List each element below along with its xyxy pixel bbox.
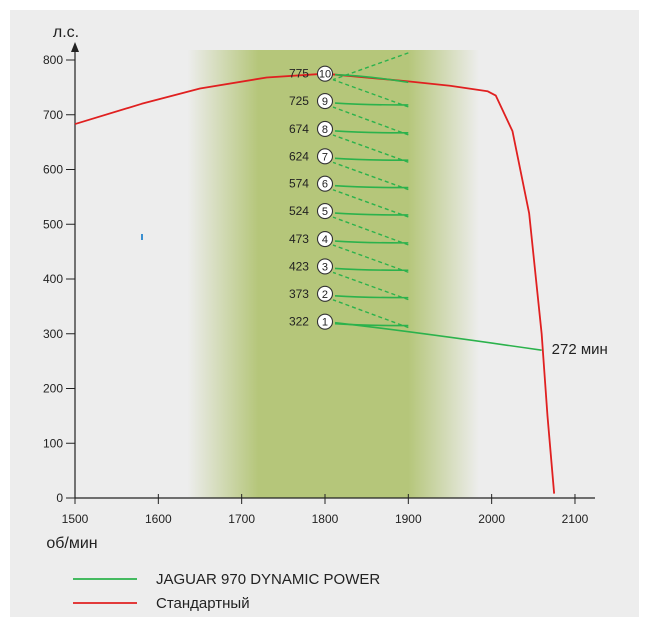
gear-power-value: 423 xyxy=(289,259,309,273)
standard-curve xyxy=(74,72,556,494)
gear-circle xyxy=(316,285,334,302)
gear-solid-line xyxy=(334,130,409,134)
gear-shift-dashed xyxy=(332,134,409,163)
y-tick-label: 200 xyxy=(43,382,63,396)
gear-solid-line xyxy=(334,212,409,216)
gear-power-value: 775 xyxy=(289,67,309,81)
gear-power-value: 574 xyxy=(289,177,309,191)
gear-circle xyxy=(316,230,334,248)
gear-shift-dashed xyxy=(332,216,409,246)
y-axis-arrow xyxy=(71,42,79,52)
gear-shift-dashed xyxy=(332,106,409,136)
gear-solid-line xyxy=(334,102,409,106)
gear-number: 2 xyxy=(322,289,328,301)
chart-panel: 0 100 200 300 400 500 600 700 800 1500 1600 1700 180… xyxy=(10,10,639,617)
gear-number: 4 xyxy=(322,234,328,246)
gear-power-value: 624 xyxy=(289,149,309,163)
gear-circle xyxy=(316,93,334,110)
gear-power-value: 524 xyxy=(289,204,309,218)
gear-circle xyxy=(316,148,334,165)
x-tick-label: 1600 xyxy=(145,512,172,526)
gear-power-value: 322 xyxy=(289,315,309,329)
x-tick-label: 1800 xyxy=(312,512,339,526)
gear-shift-dashed xyxy=(332,271,409,301)
gear-solid-line xyxy=(334,73,409,84)
gear-shift-dashed xyxy=(332,299,409,329)
gear-number: 10 xyxy=(319,69,331,81)
gear-circle xyxy=(316,175,334,192)
x-tick-label: 1900 xyxy=(395,512,422,526)
gear-shift-dashed xyxy=(332,189,409,218)
gear-solid-line xyxy=(334,157,409,162)
rpm-annotation: 272 мин xyxy=(552,341,608,358)
gear-solid-line xyxy=(334,240,409,244)
gear-number: 9 xyxy=(322,96,328,108)
y-tick-label: 500 xyxy=(43,217,63,231)
gear-solid-line xyxy=(334,294,409,299)
gear-shift-dashed xyxy=(332,52,409,81)
x-tick-label: 1500 xyxy=(62,512,89,526)
operating-band xyxy=(187,50,480,498)
gear-number: 8 xyxy=(322,124,328,136)
gear-power-value: 473 xyxy=(289,232,309,246)
gear-solid-line xyxy=(334,184,409,189)
gear-power-value: 373 xyxy=(289,287,309,301)
y-tick-label: 700 xyxy=(43,108,63,122)
y-tick-label: 600 xyxy=(43,163,63,177)
x-tick-label: 2100 xyxy=(562,512,589,526)
gear-circle xyxy=(316,120,334,138)
gear-1-long-line xyxy=(334,321,542,351)
gear-power-value: 725 xyxy=(289,94,309,108)
y-tick-label: 400 xyxy=(43,272,63,286)
gear-shift-dashed xyxy=(332,161,409,191)
stray-marker xyxy=(141,234,143,240)
gear-solid-line xyxy=(334,267,409,272)
y-tick-label: 300 xyxy=(43,327,63,341)
y-tick-label: 100 xyxy=(43,436,63,450)
y-tick-label: 0 xyxy=(56,491,63,505)
engine-power-chart: 0 100 200 300 400 500 600 700 800 1500 1600 1700 180… xyxy=(43,24,608,612)
gear-shift-dashed xyxy=(332,244,409,273)
gear-shift-dashed xyxy=(332,79,409,108)
gear-number: 6 xyxy=(322,179,328,191)
legend-label-standard: Стандартный xyxy=(156,595,250,612)
y-axis-unit: л.с. xyxy=(53,24,79,41)
gear-circle xyxy=(316,203,334,220)
gear-number: 3 xyxy=(322,261,328,273)
x-tick-label: 2000 xyxy=(478,512,505,526)
gear-number: 1 xyxy=(322,317,328,329)
gear-number: 5 xyxy=(322,206,328,218)
x-axis-unit: об/мин xyxy=(46,535,97,552)
gear-circle xyxy=(316,258,334,275)
gear-circle xyxy=(316,65,334,82)
legend-label-dynamic: JAGUAR 970 DYNAMIC POWER xyxy=(156,571,380,588)
y-tick-label: 800 xyxy=(43,53,63,67)
gear-circle xyxy=(316,313,334,330)
gear-number: 7 xyxy=(322,151,328,163)
gear-power-value: 674 xyxy=(289,122,309,136)
x-tick-label: 1700 xyxy=(228,512,255,526)
